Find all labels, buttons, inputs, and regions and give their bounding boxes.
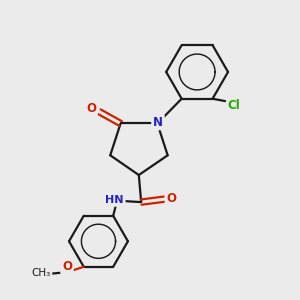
Text: O: O [62,260,72,273]
Text: CH₃: CH₃ [32,268,51,278]
Text: O: O [86,102,96,115]
Text: O: O [167,192,176,205]
Text: Cl: Cl [228,99,240,112]
Text: N: N [153,116,163,128]
Text: HN: HN [105,195,124,205]
